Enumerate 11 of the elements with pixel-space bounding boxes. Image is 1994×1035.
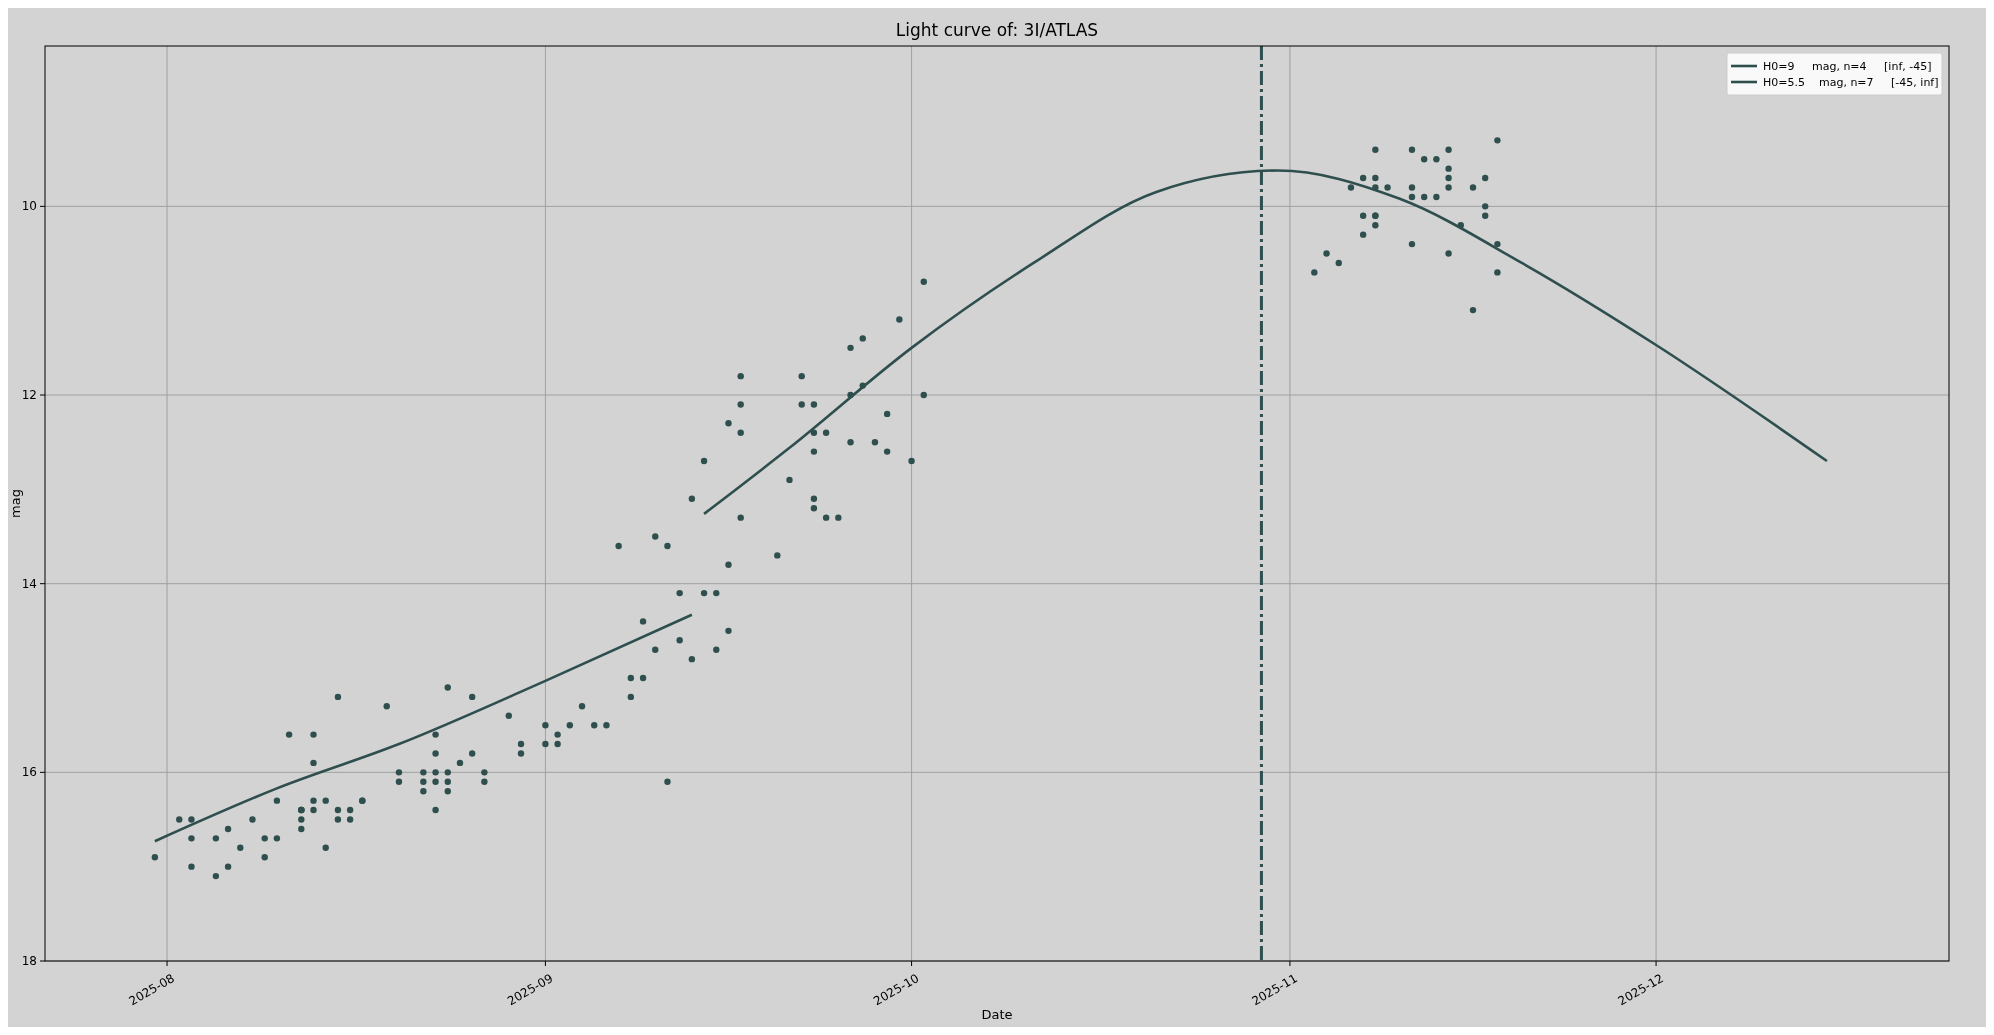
y-tick-label: 16 — [21, 765, 37, 780]
y-tick-label: 18 — [21, 954, 37, 968]
y-tick-label: 14 — [21, 576, 37, 591]
chart-title: Light curve of: 3I/ATLAS — [895, 20, 1099, 40]
legend-label: H0=5.5 mag, n=7 [-45, inf] — [1763, 75, 1939, 89]
x-axis-title: Date — [981, 1007, 1013, 1022]
y-tick-label: 12 — [21, 388, 37, 403]
y-tick-label: 10 — [21, 199, 37, 214]
line-series — [153, 613, 694, 843]
legend-label: H0=9 mag, n=4 [inf, -45] — [1763, 59, 1932, 73]
y-axis-title: mag — [8, 489, 23, 518]
